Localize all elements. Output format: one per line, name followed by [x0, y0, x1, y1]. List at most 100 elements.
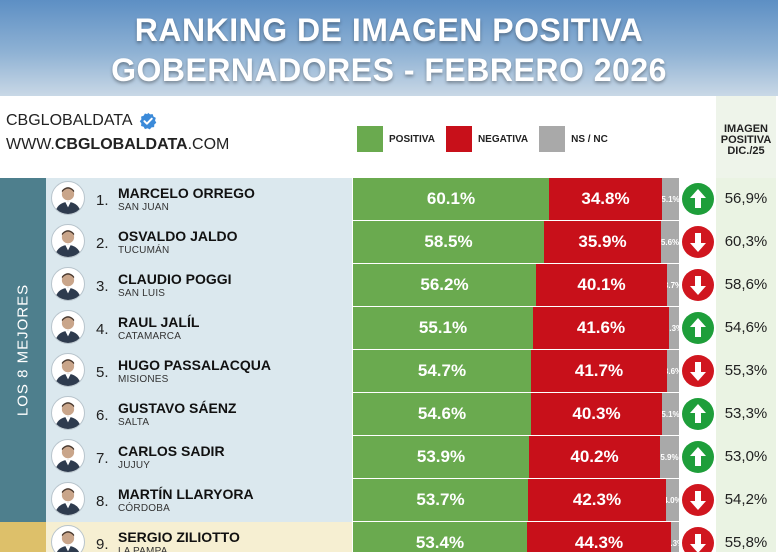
governor-avatar	[51, 224, 85, 258]
governor-avatar	[51, 439, 85, 473]
governor-avatar	[51, 181, 85, 215]
brand-url: WWW.CBGLOBALDATA.COM	[6, 136, 229, 154]
bar-positive: 60.1%	[353, 178, 549, 220]
bar-nsnc: 3.6%	[667, 350, 679, 392]
table-row: 2. OSVALDO JALDO TUCUMÁN 58.5% 35.9% 5.6% 60,3…	[0, 221, 778, 264]
rank-number: 2.	[96, 235, 109, 252]
bar-negative: 34.8%	[549, 178, 662, 220]
rank-number: 9.	[96, 536, 109, 552]
governor-name: RAUL JALÍL	[118, 314, 200, 330]
bar-negative: 35.9%	[544, 221, 661, 263]
person-icon	[56, 531, 80, 552]
trend-down-icon	[682, 527, 714, 552]
brand-url-suffix: .COM	[187, 136, 230, 153]
previous-value: 55,3%	[724, 362, 768, 379]
trend-up-icon	[682, 441, 714, 473]
lower-group-band	[0, 522, 46, 552]
bar-nsnc: 4.0%	[666, 479, 679, 521]
legend-swatch-negative	[445, 126, 472, 152]
bar-negative: 40.2%	[529, 436, 660, 478]
governor-avatar	[51, 525, 85, 552]
brand-block: CBGLOBALDATA WWW.CBGLOBALDATA.COM	[6, 110, 229, 154]
bar-nsnc: 3.3%	[669, 307, 679, 349]
previous-value: 54,2%	[724, 491, 768, 508]
person-icon	[54, 273, 82, 300]
governor-name: CLAUDIO POGGI	[118, 271, 232, 287]
bar-positive: 53.4%	[353, 522, 527, 552]
governor-name: MARTÍN LLARYORA	[118, 486, 254, 502]
trend-up-icon	[682, 398, 714, 430]
chart-title-line-1: RANKING DE IMAGEN POSITIVA	[134, 12, 644, 48]
bar-positive: 55.1%	[353, 307, 533, 349]
bar-positive: 53.7%	[353, 479, 528, 521]
bar-nsnc: 3.7%	[667, 264, 679, 306]
rank-number: 4.	[96, 321, 109, 338]
table-row: 1. MARCELO ORREGO SAN JUAN 60.1% 34.8% 5.1% 56…	[0, 178, 778, 221]
bar-nsnc: 5.9%	[660, 436, 679, 478]
chart-title-line-2: GOBERNADORES - FEBRERO 2026	[111, 52, 667, 88]
bar-negative: 40.1%	[536, 264, 667, 306]
title-banner: RANKING DE IMAGEN POSITIVA GOBERNADORES …	[0, 0, 778, 96]
legend-label-negative: NEGATIVA	[477, 133, 529, 145]
bar-negative: 41.6%	[533, 307, 669, 349]
legend: POSITIVA NEGATIVA NS / NC	[357, 126, 619, 152]
person-icon	[54, 230, 82, 257]
legend-item-positive: POSITIVA	[357, 126, 435, 152]
trend-down-icon	[682, 226, 714, 258]
rank-number: 5.	[96, 364, 109, 381]
governor-name: HUGO PASSALACQUA	[118, 357, 271, 373]
province-name: LA PAMPA	[118, 546, 168, 552]
province-name: SAN LUIS	[118, 288, 166, 299]
trend-down-icon	[682, 269, 714, 301]
trend-down-icon	[682, 355, 714, 387]
table-row: 7. CARLOS SADIR JUJUY 53.9% 40.2% 5.9% 53,0%	[0, 436, 778, 479]
names-panel-lower	[46, 522, 352, 552]
brand-url-prefix: WWW.	[6, 136, 55, 153]
top-group-band: LOS 8 MEJORES	[0, 178, 46, 522]
person-icon	[54, 402, 82, 429]
governor-avatar	[51, 482, 85, 516]
legend-item-nsnc: NS / NC	[539, 126, 608, 152]
trend-up-icon	[682, 312, 714, 344]
previous-value: 53,3%	[724, 405, 768, 422]
province-name: JUJUY	[118, 460, 151, 471]
previous-header-line-1: IMAGEN	[724, 123, 768, 135]
bar-positive: 58.5%	[353, 221, 544, 263]
names-panel-top	[46, 178, 352, 522]
rank-number: 3.	[96, 278, 109, 295]
legend-swatch-nsnc	[539, 126, 566, 152]
person-icon	[54, 445, 82, 472]
rank-number: 1.	[96, 192, 109, 209]
bar-positive: 54.6%	[353, 393, 531, 435]
governor-name: SERGIO ZILIOTTO	[118, 529, 240, 545]
trend-up-icon	[682, 183, 714, 215]
brand-url-bold: CBGLOBALDATA	[54, 136, 188, 153]
person-icon	[54, 488, 82, 515]
province-name: TUCUMÁN	[118, 245, 170, 256]
bar-negative: 40.3%	[531, 393, 662, 435]
legend-swatch-positive	[357, 126, 383, 152]
governor-name: OSVALDO JALDO	[118, 228, 238, 244]
table-row: 6. GUSTAVO SÁENZ SALTA 54.6% 40.3% 5.1% 53,3%	[0, 393, 778, 436]
bar-nsnc: 2.3%	[671, 522, 679, 552]
previous-value: 58,6%	[724, 276, 768, 293]
bar-negative: 42.3%	[528, 479, 666, 521]
governor-name: MARCELO ORREGO	[118, 185, 255, 201]
brand-name-row: CBGLOBALDATA	[6, 110, 229, 132]
person-icon	[54, 187, 82, 214]
legend-item-negative: NEGATIVA	[445, 126, 529, 152]
person-icon	[54, 316, 82, 343]
trend-down-icon	[682, 484, 714, 516]
governor-avatar	[51, 396, 85, 430]
bar-nsnc: 5.1%	[662, 178, 679, 220]
previous-value: 54,6%	[724, 319, 768, 336]
verified-badge-icon	[139, 112, 156, 130]
previous-value: 56,9%	[724, 190, 768, 207]
bar-negative: 44.3%	[527, 522, 671, 552]
previous-value: 60,3%	[724, 233, 768, 250]
governor-avatar	[51, 267, 85, 301]
